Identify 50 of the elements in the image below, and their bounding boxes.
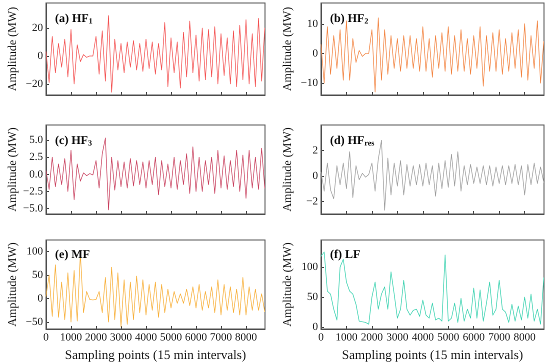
y-axis-title: Amplitude (MW): [280, 127, 294, 212]
x-tick-label: 2000: [360, 332, 384, 344]
x-tick-label: 7000: [210, 332, 232, 344]
y-tick-label: −10: [300, 77, 318, 90]
line-series: [46, 138, 266, 210]
x-tick-label: 4000: [412, 332, 434, 344]
x-tick-label: 6000: [462, 332, 486, 344]
y-axis-title: Amplitude (MW): [5, 6, 19, 92]
x-tick-label: 2000: [85, 332, 108, 344]
y-tick-label: 0: [38, 292, 44, 305]
x-axis-title: Sampling points (15 min intervals): [64, 346, 246, 362]
y-tick-label: 0.0: [29, 168, 44, 180]
x-tick-label: 7000: [488, 332, 511, 344]
x-tick-label: 3000: [386, 332, 409, 344]
y-tick-label: 0: [38, 50, 44, 62]
line-series: [46, 15, 266, 93]
y-tick-label: 0: [312, 47, 318, 60]
x-tick-label: 1000: [335, 332, 358, 344]
line-series: [320, 252, 544, 325]
y-tick-label: 100: [302, 261, 318, 274]
x-tick-label: 5000: [160, 332, 182, 344]
y-axis-title: Amplitude (MW): [5, 242, 19, 327]
y-axis-title: Amplitude (MW): [280, 6, 294, 92]
y-tick-label: 100: [26, 246, 44, 258]
y-tick-label: −5.0: [23, 202, 44, 215]
y-tick-label: 0: [312, 321, 318, 334]
y-tick-label: 50: [32, 269, 44, 282]
y-tick-label: −2.5: [23, 185, 44, 198]
y-tick-label: 20: [32, 22, 44, 34]
x-tick-label: 6000: [185, 332, 208, 344]
y-axis-title: Amplitude (MW): [5, 127, 19, 212]
x-tick-label: 5000: [437, 332, 460, 344]
x-tick-label: 1000: [60, 332, 82, 344]
y-tick-label: 5.0: [29, 134, 44, 146]
text: (e) MF: [55, 247, 90, 261]
x-tick-label: 4000: [135, 332, 158, 344]
x-axis-title: Sampling points (15 min intervals): [342, 346, 524, 362]
y-tick-label: 2: [312, 144, 318, 156]
y-tick-label: −20: [26, 78, 44, 90]
y-tick-label: 10: [307, 18, 318, 30]
y-tick-label: 2.5: [29, 151, 44, 164]
y-tick-label: −50: [26, 316, 44, 328]
x-tick-label: 8000: [514, 332, 536, 344]
y-tick-label: 50: [307, 291, 318, 304]
y-axis-title: Amplitude (MW): [280, 242, 294, 327]
y-tick-label: 0: [312, 170, 318, 182]
x-tick-label: 8000: [235, 332, 258, 344]
x-tick-label: 3000: [110, 332, 132, 344]
text: (f) LF: [330, 247, 360, 261]
y-tick-label: −2: [306, 195, 318, 208]
